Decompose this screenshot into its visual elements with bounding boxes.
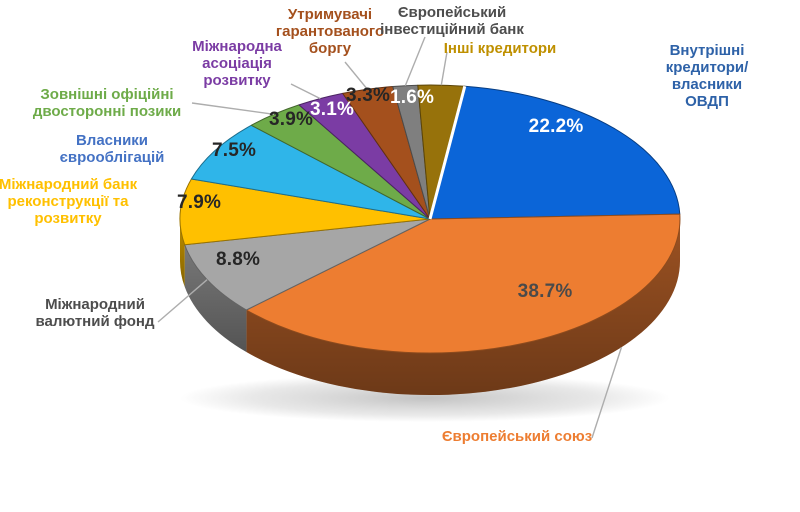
leader-line-ida [290, 83, 321, 100]
leader-line-eu [591, 346, 623, 439]
pie-slice-side-shade-ibrd [180, 219, 185, 287]
pie-slice-side-shade-eu [246, 219, 680, 396]
leader-line-imf [157, 279, 208, 323]
pie-slice-ibrd [179, 178, 431, 246]
leader-line-guaranteed-debt-holders [344, 61, 368, 90]
leader-line-other-creditors [440, 51, 448, 86]
pie-slice-eu [245, 213, 681, 354]
leader-line-bilateral-official-loans [191, 102, 275, 115]
pie-slice-imf [184, 218, 431, 311]
first-slice-divider [428, 85, 467, 220]
pie-drop-shadow [180, 374, 670, 422]
pie-slice-side-shade-imf [184, 244, 247, 352]
pie-slice-domestic-ovdp [429, 85, 681, 220]
pie-slice-eurobond-holders [190, 124, 431, 220]
leader-line-eib [404, 36, 426, 86]
